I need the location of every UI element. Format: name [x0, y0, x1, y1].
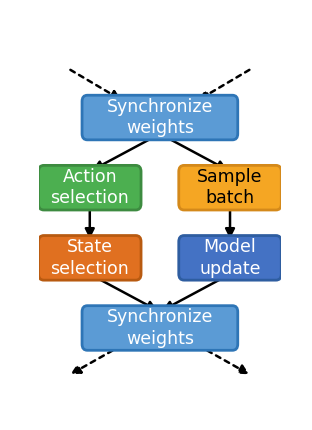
- Text: State
selection: State selection: [51, 238, 129, 278]
- FancyBboxPatch shape: [179, 236, 281, 280]
- Text: Action
selection: Action selection: [51, 168, 129, 207]
- FancyBboxPatch shape: [38, 236, 141, 280]
- Text: Model
update: Model update: [199, 238, 261, 278]
- Text: Synchronize
weights: Synchronize weights: [107, 98, 213, 137]
- FancyBboxPatch shape: [82, 95, 238, 140]
- FancyBboxPatch shape: [82, 306, 238, 350]
- FancyBboxPatch shape: [179, 166, 281, 210]
- FancyBboxPatch shape: [38, 166, 141, 210]
- Text: Sample
batch: Sample batch: [197, 168, 263, 207]
- Text: Synchronize
weights: Synchronize weights: [107, 308, 213, 348]
